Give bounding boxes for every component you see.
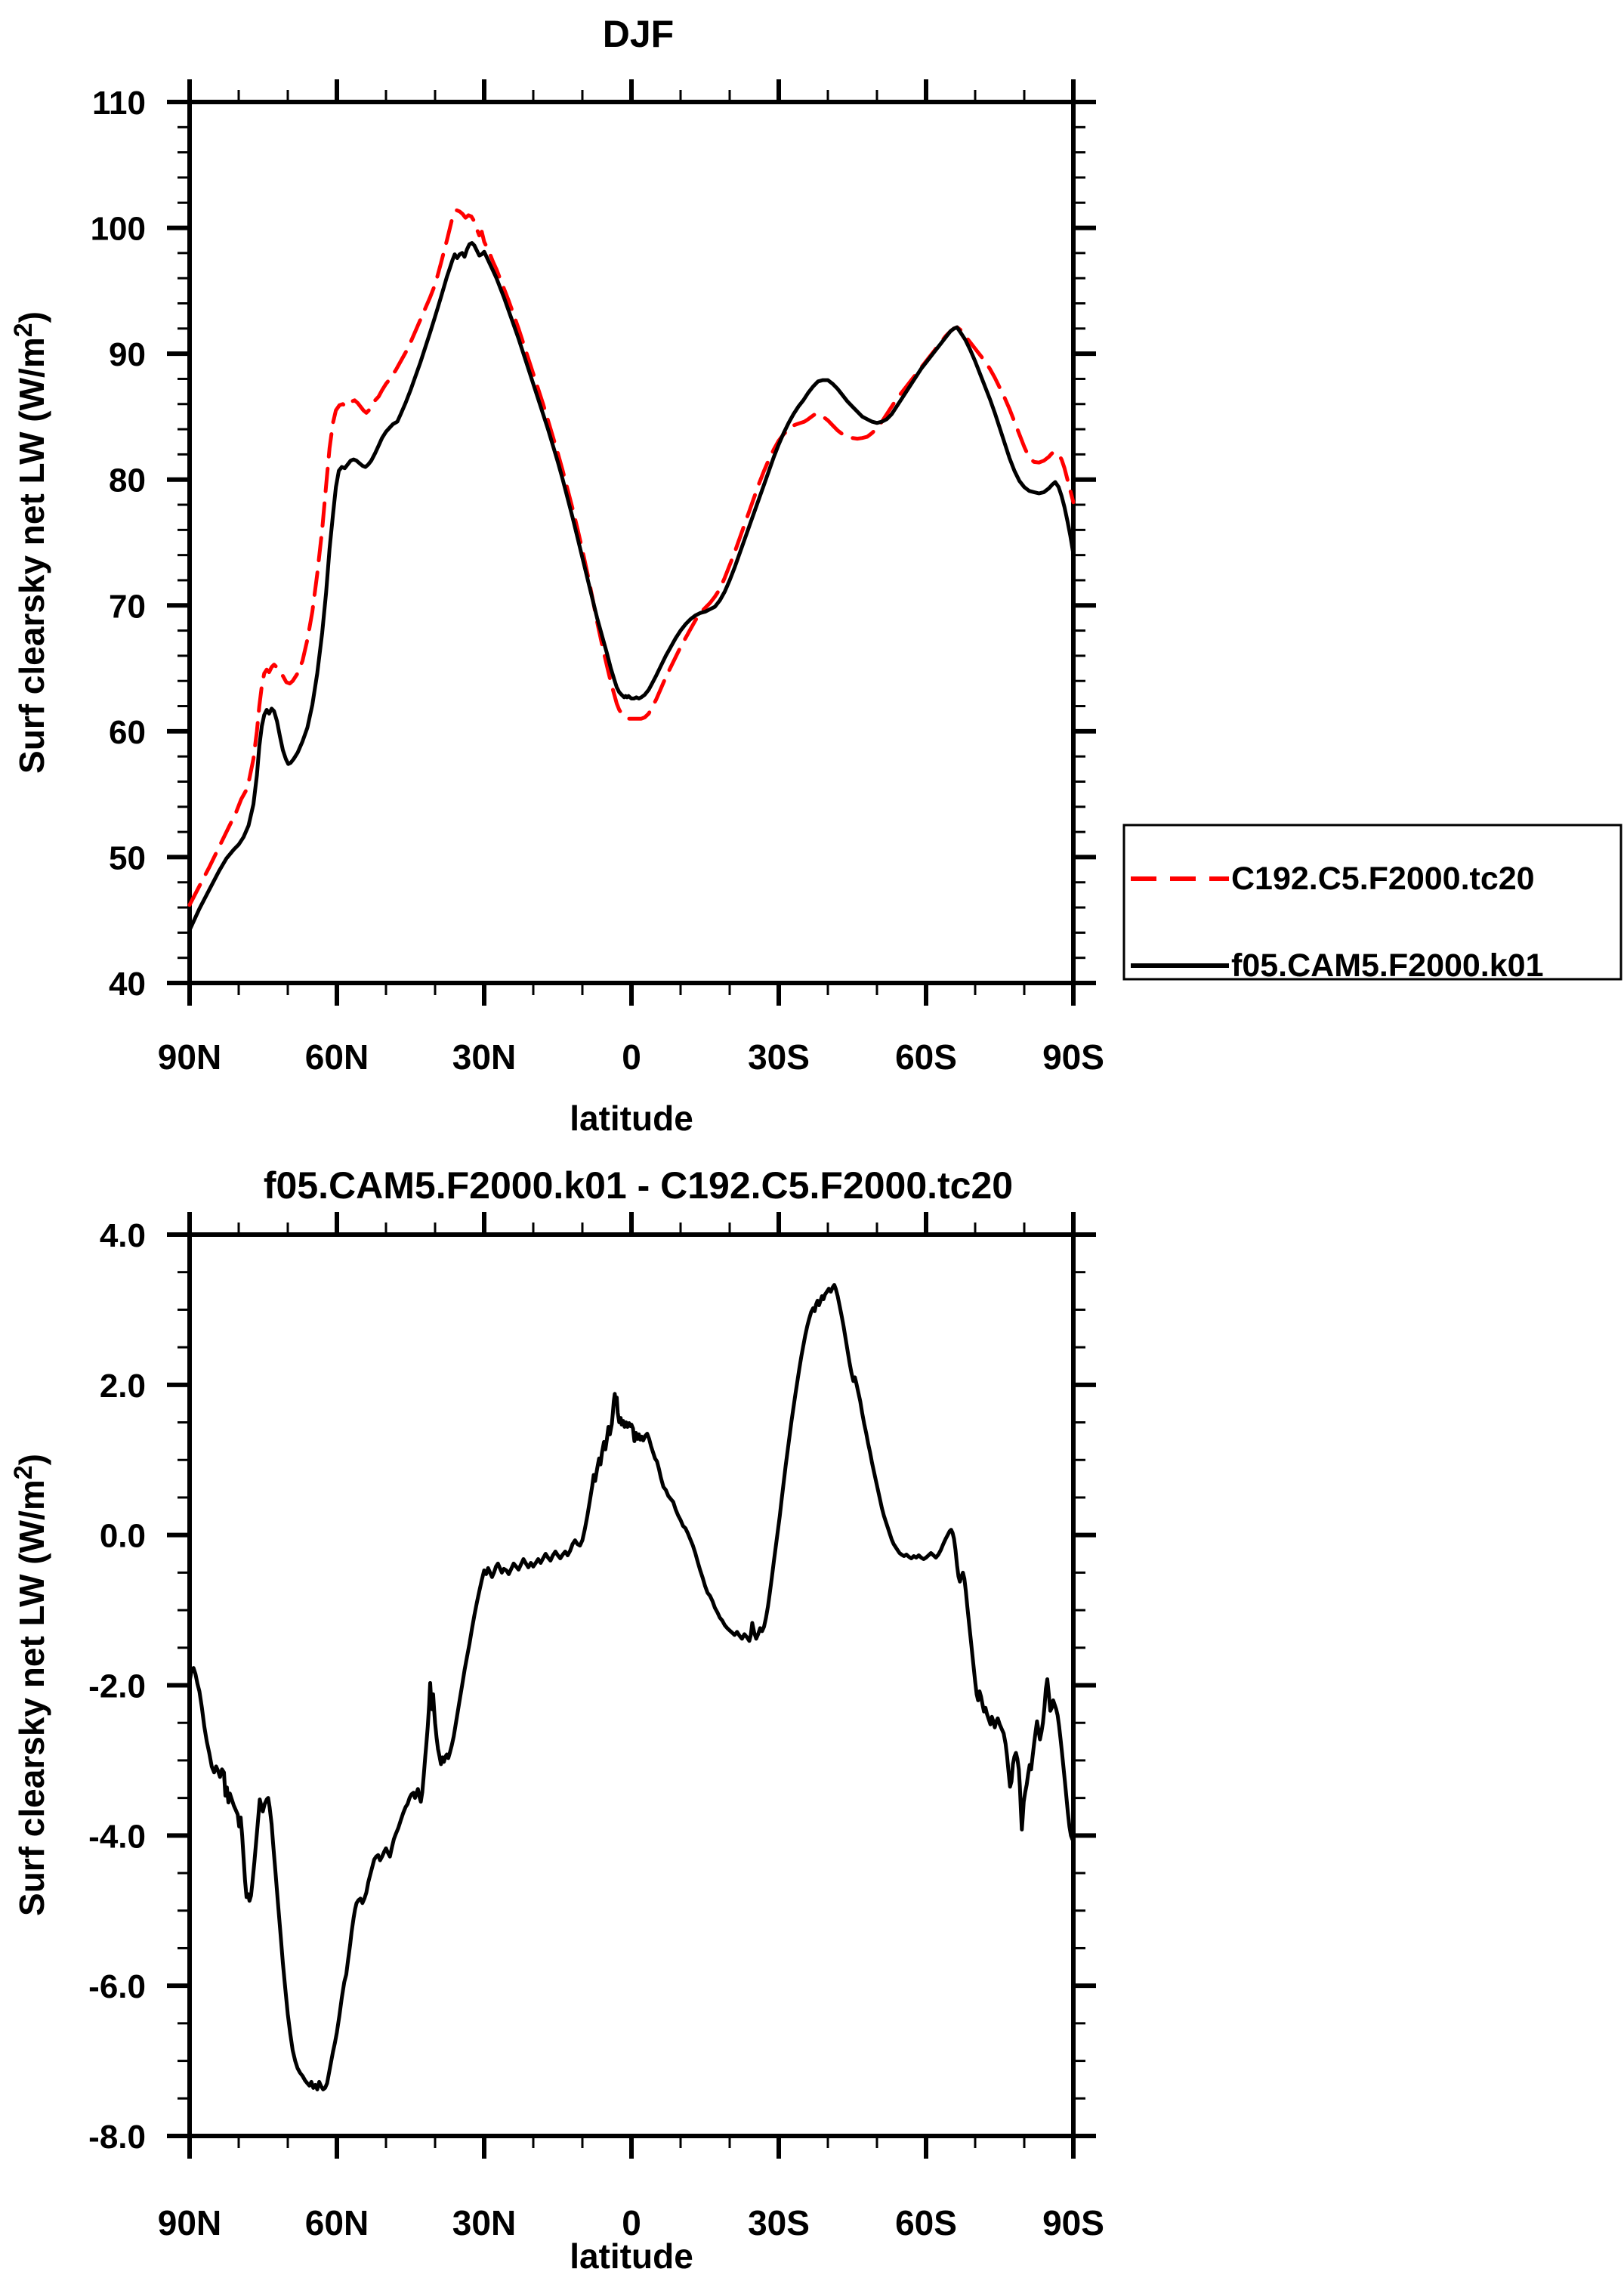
ytick-label: 50 [109, 839, 146, 876]
xtick-label: 90S [1042, 1037, 1104, 1077]
ytick-label: 40 [109, 966, 146, 1003]
ytick-label: -4.0 [88, 1818, 146, 1855]
legend-box: C192.C5.F2000.tc20 f05.CAM5.F2000.k01 [1122, 824, 1622, 984]
top-chart-x-axis-title: latitude [570, 1099, 693, 1138]
legend-frame [1122, 824, 1622, 981]
xtick-label: 0 [622, 2203, 641, 2243]
ytick-label: 110 [92, 85, 146, 122]
ytick-label: 90 [109, 336, 146, 373]
xtick-label: 30N [452, 2203, 516, 2243]
legend-label-c192: C192.C5.F2000.tc20 [1231, 861, 1535, 897]
bottom-chart-xtick-labels: 90N 60N 30N 0 30S 60S 90S [158, 2203, 1104, 2243]
xtick-label: 90S [1042, 2203, 1104, 2243]
bottom-chart-series [187, 1283, 1076, 2091]
bottom-chart-title: f05.CAM5.F2000.k01 - C192.C5.F2000.tc20 [264, 1164, 1013, 1207]
xtick-label: 60N [305, 2203, 369, 2243]
series-curve-f05-cam5-f2000-k01-minus-c192-c5-f2000-tc20 [187, 1283, 1076, 2091]
top-chart-title: DJF [603, 13, 674, 55]
top-chart-y-axis-title: Surf clearsky net LW (W/m2) [9, 311, 51, 774]
xtick-label: 30N [452, 1037, 516, 1077]
ytick-label: 2.0 [100, 1368, 146, 1405]
bottom-chart-x-axis-title: latitude [570, 2236, 693, 2275]
ytick-label: 80 [109, 462, 146, 499]
top-chart-ytick-labels: 110 100 90 80 70 60 50 40 [91, 85, 146, 1003]
ytick-label: 0.0 [100, 1518, 146, 1555]
bottom-chart-y-axis-title: Surf clearsky net LW (W/m2) [9, 1454, 51, 1916]
series-curve-f05-cam5-f2000-k01 [187, 241, 1076, 932]
top-chart-xtick-labels: 90N 60N 30N 0 30S 60S 90S [158, 1037, 1104, 1077]
xtick-label: 60N [305, 1037, 369, 1077]
ytick-label: -6.0 [88, 1968, 146, 2005]
ytick-label: 70 [109, 588, 146, 625]
bottom-chart-axes-ticks [167, 1212, 1096, 2159]
top-chart-axes-ticks [167, 79, 1096, 1006]
ytick-label: 60 [109, 714, 146, 751]
bottom-chart-frame [187, 1232, 1076, 2138]
xtick-label: 90N [158, 2203, 221, 2243]
xtick-label: 60S [895, 2203, 957, 2243]
ytick-label: -8.0 [88, 2119, 146, 2156]
top-chart-series [187, 208, 1076, 932]
xtick-label: 30S [748, 2203, 810, 2243]
xtick-label: 60S [895, 1037, 957, 1077]
xtick-label: 0 [622, 1037, 641, 1077]
ytick-label: 4.0 [100, 1217, 146, 1254]
xtick-label: 30S [748, 1037, 810, 1077]
bottom-chart-ytick-labels: 4.0 2.0 0.0 -2.0 -4.0 -6.0 -8.0 [88, 1217, 146, 2156]
xtick-label: 90N [158, 1037, 221, 1077]
ytick-label: -2.0 [88, 1668, 146, 1705]
legend-label-f05: f05.CAM5.F2000.k01 [1231, 947, 1544, 984]
ytick-label: 100 [91, 211, 146, 248]
series-curve-c192-c5-f2000-tc20 [187, 208, 1076, 907]
